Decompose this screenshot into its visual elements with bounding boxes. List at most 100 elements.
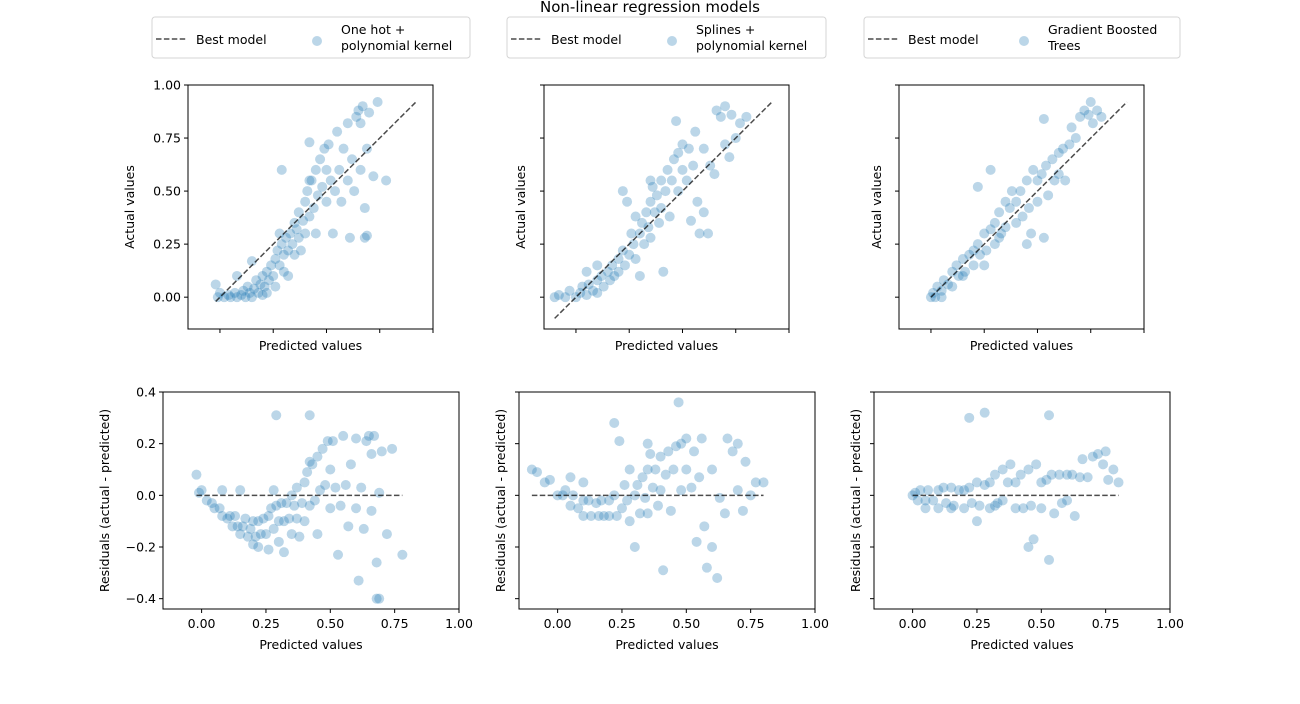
data-point — [578, 511, 589, 521]
data-point — [941, 498, 952, 509]
data-point — [387, 443, 398, 454]
data-point — [974, 500, 985, 511]
data-point — [658, 266, 669, 277]
data-point — [637, 217, 647, 228]
data-point — [639, 239, 650, 250]
bottom-panel-1: 0.00 0.25 0.50 0.75 1.00 −0.4 −0.2 0.0 0.2 0.4 Pre… — [97, 385, 473, 653]
data-point — [960, 266, 971, 277]
data-point — [304, 211, 315, 222]
data-point — [605, 275, 616, 286]
top-panel-2: Predicted values Actual values — [513, 84, 790, 353]
data-point — [607, 260, 618, 271]
x-tick-label: 0.25 — [963, 616, 991, 631]
data-point — [364, 107, 375, 118]
data-point — [206, 498, 217, 509]
data-point — [217, 485, 228, 496]
data-point — [196, 485, 207, 496]
data-point — [628, 239, 639, 250]
legend-label-model: One hot + — [341, 22, 405, 37]
data-point — [686, 215, 696, 226]
data-point — [602, 266, 613, 277]
data-point — [641, 207, 652, 218]
data-point — [283, 270, 294, 281]
data-point — [263, 544, 274, 555]
data-point — [981, 245, 992, 256]
data-point — [549, 292, 560, 303]
y-axis-label: Residuals (actual - predicted) — [848, 409, 863, 592]
data-point — [557, 490, 568, 501]
data-point — [374, 487, 385, 498]
data-point — [369, 430, 380, 441]
data-point — [1077, 454, 1088, 465]
data-point — [271, 410, 282, 421]
data-point — [253, 542, 264, 552]
data-point — [933, 503, 944, 514]
data-point — [342, 175, 353, 186]
x-tick-label: 0.00 — [899, 616, 927, 631]
axes-frame — [518, 391, 816, 610]
data-point — [645, 196, 656, 207]
data-point — [565, 500, 576, 511]
data-point — [1083, 109, 1094, 120]
data-point — [681, 175, 692, 186]
data-point — [1075, 111, 1086, 122]
y-tick-label: −0.4 — [126, 591, 156, 606]
data-point — [1067, 469, 1078, 480]
data-point — [293, 207, 304, 218]
data-point — [645, 449, 656, 459]
data-point — [634, 270, 645, 281]
legend-marker-swatch — [312, 36, 322, 46]
data-point — [271, 500, 282, 511]
data-point — [1041, 160, 1051, 171]
axes-frame — [162, 391, 460, 610]
data-point — [609, 270, 620, 281]
data-point — [703, 228, 714, 239]
data-point — [1036, 477, 1047, 488]
legend-frame — [506, 16, 827, 59]
data-point — [242, 281, 253, 292]
data-point — [302, 467, 313, 478]
data-point — [315, 154, 326, 165]
data-point — [758, 477, 769, 488]
legend-label-model: Gradient Boosted — [1048, 22, 1157, 37]
data-point — [719, 508, 730, 519]
data-point — [928, 495, 939, 506]
legend-label-model: Splines + — [696, 22, 755, 37]
data-point — [225, 292, 236, 303]
data-point — [306, 175, 317, 186]
data-point — [622, 196, 633, 207]
data-point — [923, 485, 934, 496]
data-point — [248, 539, 259, 550]
data-point — [294, 531, 305, 542]
data-point — [632, 480, 643, 490]
data-point — [268, 523, 279, 534]
data-point — [1064, 139, 1075, 150]
data-point — [1058, 143, 1069, 154]
data-point — [266, 260, 277, 271]
data-point — [979, 480, 990, 490]
data-point — [1069, 511, 1080, 521]
data-point — [368, 171, 379, 182]
data-point — [1060, 175, 1071, 186]
data-point — [671, 116, 682, 127]
data-point — [242, 531, 253, 542]
data-point — [223, 290, 234, 301]
data-point — [317, 181, 328, 192]
data-point — [741, 111, 752, 122]
data-point — [616, 503, 627, 514]
axes-frame — [543, 84, 790, 330]
data-point — [255, 529, 266, 540]
data-point — [209, 503, 220, 514]
data-point — [1026, 228, 1037, 239]
data-point — [232, 292, 242, 303]
data-point — [642, 508, 653, 519]
data-point — [947, 281, 958, 292]
data-point — [248, 516, 259, 527]
data-point — [596, 495, 607, 506]
data-point — [302, 186, 313, 197]
data-point — [261, 266, 272, 277]
data-point — [617, 186, 628, 197]
data-point — [1049, 508, 1060, 519]
data-point — [586, 511, 597, 521]
